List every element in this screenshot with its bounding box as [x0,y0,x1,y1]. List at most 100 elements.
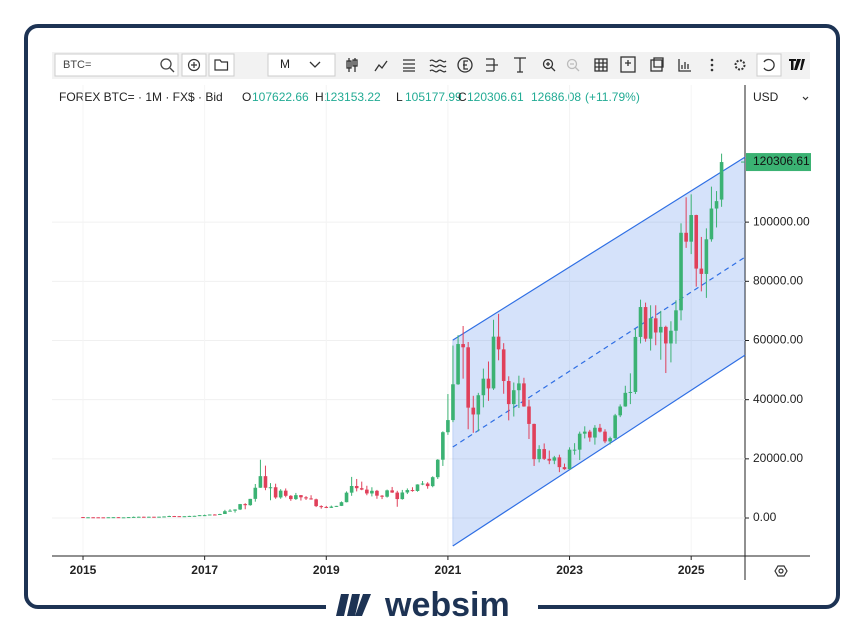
search-icon[interactable] [160,58,172,70]
reset-button[interactable] [756,53,782,77]
indicator-icon[interactable] [374,60,388,72]
wave-icon[interactable] [429,59,447,73]
candle-body [613,415,617,439]
ohlc-value: 107622.66 [252,90,309,104]
candle-body [461,344,465,348]
table-icon[interactable] [594,58,608,72]
candle-body [344,492,349,503]
candle-body [263,476,268,488]
candle-body [354,486,359,489]
candle-body [400,492,405,500]
candle-body [699,268,704,274]
more-dot [710,63,714,67]
candle-body [466,347,470,408]
candle-body [192,515,197,517]
channel-upper [452,156,746,341]
interval-select[interactable] [267,53,336,77]
currency-select[interactable]: USD [753,90,779,104]
candle-body [496,336,501,350]
change-value: 12686.08 [531,90,581,104]
symbol-input[interactable] [54,53,179,77]
list-icon[interactable] [403,59,415,72]
dropdown-arrow [309,61,321,68]
candle-body [248,498,253,506]
candle-body [658,326,663,333]
axis-settings[interactable] [774,565,788,577]
candle-body [116,517,121,519]
channel-lower [452,354,746,547]
reset-icon [763,58,775,72]
candle-body [572,449,577,451]
candle-body [294,495,298,500]
candle-body [121,517,126,519]
candle-body [111,517,116,519]
more-dot[interactable] [710,58,714,62]
candle-body [106,517,111,519]
zoom-in-icon[interactable] [542,58,554,70]
candle-body [152,516,156,518]
tv-logo [789,59,805,70]
symbol-input-text: BTC= [63,59,91,71]
chart-icon[interactable] [678,59,691,72]
candle-body [557,457,562,468]
axis-settings-icon [774,565,788,577]
candle-body [547,458,552,461]
candle-body [638,307,643,337]
candle-body [390,490,394,493]
candle-body [648,318,653,339]
candle-body [238,504,242,510]
candle-body [380,495,384,497]
euro-icon[interactable] [457,57,473,73]
candle-body [633,336,638,392]
ohlc-label: H [315,90,324,104]
candle-body [562,467,567,470]
candle-body [552,457,557,461]
candle-body [157,516,161,518]
text-icon[interactable] [514,57,526,73]
copy-icon-back [653,57,664,68]
candle-body [532,423,536,460]
layout-icon[interactable] [620,56,636,73]
candle-body [719,162,724,200]
candle-body [273,487,278,498]
y-tick-label: 60000.00 [753,333,803,347]
candle-body [567,449,572,470]
candle-body [334,505,339,507]
symbol-line: FOREX BTC= · 1M · FX$ · Bid [59,90,223,104]
ohlc-label: L [396,90,403,104]
table-grid [595,59,607,71]
candle-body [446,420,450,433]
settings-icon[interactable] [734,59,746,71]
last-price-label: 120306.61 [753,154,810,168]
candle-body [172,516,177,518]
candle-body [167,516,171,518]
candle-body [375,490,379,496]
candle-body [714,201,719,209]
candle-body [486,378,491,389]
zoom-out-glyph [570,63,580,72]
candle-body [511,390,516,405]
copy-icon[interactable] [650,59,663,72]
add-plus [191,62,197,68]
candle-body [491,336,496,389]
candle-body [365,489,369,494]
candle-body [319,506,324,508]
candle-body [142,516,146,518]
candle-body [623,392,628,407]
align-icon[interactable] [486,58,498,72]
last-price-box [746,153,811,172]
candle-body [182,516,187,518]
candle-body [207,514,212,516]
folder-button[interactable] [208,53,235,77]
candle-body [664,326,668,344]
zoom-out-icon[interactable] [566,58,578,70]
candle-body [537,449,541,460]
y-tick-label: 80000.00 [753,273,803,287]
candle-body [542,449,546,459]
candle-body [471,407,476,415]
euro-sign [463,60,468,70]
candle-body [131,516,136,518]
folder-icon [214,59,229,71]
candle-body [517,383,521,391]
